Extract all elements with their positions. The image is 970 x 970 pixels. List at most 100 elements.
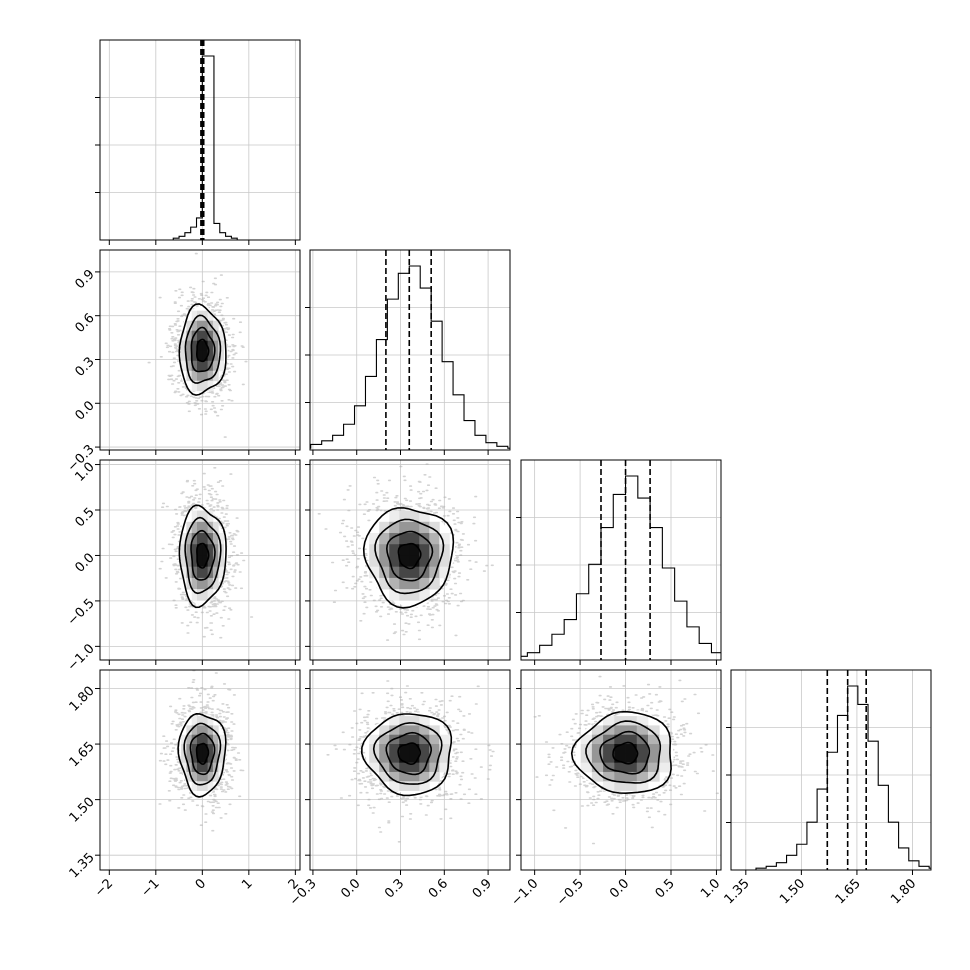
density-cell: [212, 533, 219, 545]
x-tick-label: 1.35: [722, 876, 753, 907]
density-cell: [212, 753, 219, 764]
density-cell: [591, 753, 604, 764]
density-panel-4-3: [520, 669, 722, 871]
density-cell: [379, 521, 390, 534]
density-cell: [207, 544, 214, 556]
density-cell: [389, 566, 400, 579]
density-cell: [207, 510, 214, 523]
density-cell: [439, 555, 450, 568]
density-cell: [419, 555, 430, 568]
density-cell: [379, 555, 390, 568]
density-cell: [439, 734, 450, 745]
density-cell: [181, 360, 187, 372]
density-cell: [197, 340, 203, 352]
density-cell: [409, 781, 420, 791]
density-cell: [399, 716, 410, 726]
density-cell: [419, 781, 430, 791]
density-cell: [197, 753, 203, 764]
density-cell: [603, 771, 615, 782]
density-cell: [202, 771, 209, 782]
density-cell: [186, 566, 193, 579]
y-tick-label: 0.6: [72, 311, 97, 336]
x-tick-label: −0.5: [554, 876, 587, 909]
x-tick-label: 1.0: [698, 876, 723, 901]
y-tick-label: 1.50: [67, 795, 98, 826]
density-cell: [181, 762, 187, 773]
contour-line: [397, 542, 422, 570]
density-cell: [369, 566, 380, 579]
x-tick-label: 0.5: [653, 876, 678, 901]
density-cell: [603, 716, 615, 726]
x-tick-label: 0.6: [426, 876, 451, 901]
density-cell: [389, 744, 400, 754]
density-cell: [202, 716, 209, 726]
density-cell: [186, 521, 193, 534]
density-cell: [207, 716, 214, 726]
density-cell: [197, 360, 203, 372]
density-cell: [197, 544, 203, 556]
density-cell: [218, 555, 224, 568]
density-cell: [197, 380, 203, 392]
y-tick-label: 1.80: [67, 684, 98, 715]
contour-line: [190, 326, 216, 373]
density-cell: [399, 762, 410, 773]
density-cell: [181, 533, 187, 545]
density-cell: [399, 753, 410, 764]
density-cell: [218, 533, 224, 545]
density-cell: [202, 555, 209, 568]
density-cell: [389, 544, 400, 556]
density-cell: [186, 360, 193, 372]
density-cell: [439, 762, 450, 773]
density-cell: [409, 510, 420, 523]
x-tick-label: 1.65: [833, 876, 864, 907]
y-tick-label: 1.65: [67, 739, 98, 770]
x-tick-label: −2: [92, 876, 116, 900]
x-tick-label: 0.3: [382, 876, 407, 901]
density-cell: [419, 771, 430, 782]
density-cell: [614, 771, 626, 782]
panel-frame: [99, 459, 301, 661]
density-cell: [429, 734, 440, 745]
density-cell: [202, 330, 209, 342]
density-cell: [439, 533, 450, 545]
density-cell: [399, 771, 410, 782]
density-cell: [636, 744, 649, 754]
density-cell: [429, 566, 440, 579]
density-cell: [369, 753, 380, 764]
density-cell: [202, 310, 209, 322]
density-cell: [636, 725, 649, 736]
density-cell: [202, 544, 209, 556]
density-cell: [399, 734, 410, 745]
panel-frame: [99, 39, 301, 241]
density-cell: [647, 734, 660, 745]
density-cell: [212, 725, 219, 736]
x-tick-label: 1: [239, 876, 255, 892]
density-cell: [186, 340, 193, 352]
density-panel-4-1: [99, 669, 301, 871]
density-cell: [191, 753, 198, 764]
density-cell: [379, 725, 390, 736]
density-cell: [369, 762, 380, 773]
density-cell: [429, 544, 440, 556]
density-cell: [181, 350, 187, 362]
density-cell: [191, 320, 198, 332]
histogram-panel-4: [730, 669, 932, 871]
density-cell: [409, 744, 420, 754]
density-cell: [409, 753, 420, 764]
contour-line: [190, 529, 216, 581]
contour-line: [385, 530, 434, 582]
contour-line: [374, 518, 445, 595]
y-tick-label: 1.35: [67, 850, 98, 881]
density-cell: [186, 725, 193, 736]
density-cell: [212, 521, 219, 534]
histogram-panel-2: [309, 249, 511, 451]
density-cell: [212, 544, 219, 556]
density-cell: [439, 744, 450, 754]
density-cell: [419, 734, 430, 745]
density-cell: [191, 577, 198, 590]
density-cell: [191, 716, 198, 726]
density-cell: [197, 781, 203, 791]
density-panel-2-1: [99, 249, 301, 451]
density-cell: [186, 320, 193, 332]
density-cell: [429, 521, 440, 534]
